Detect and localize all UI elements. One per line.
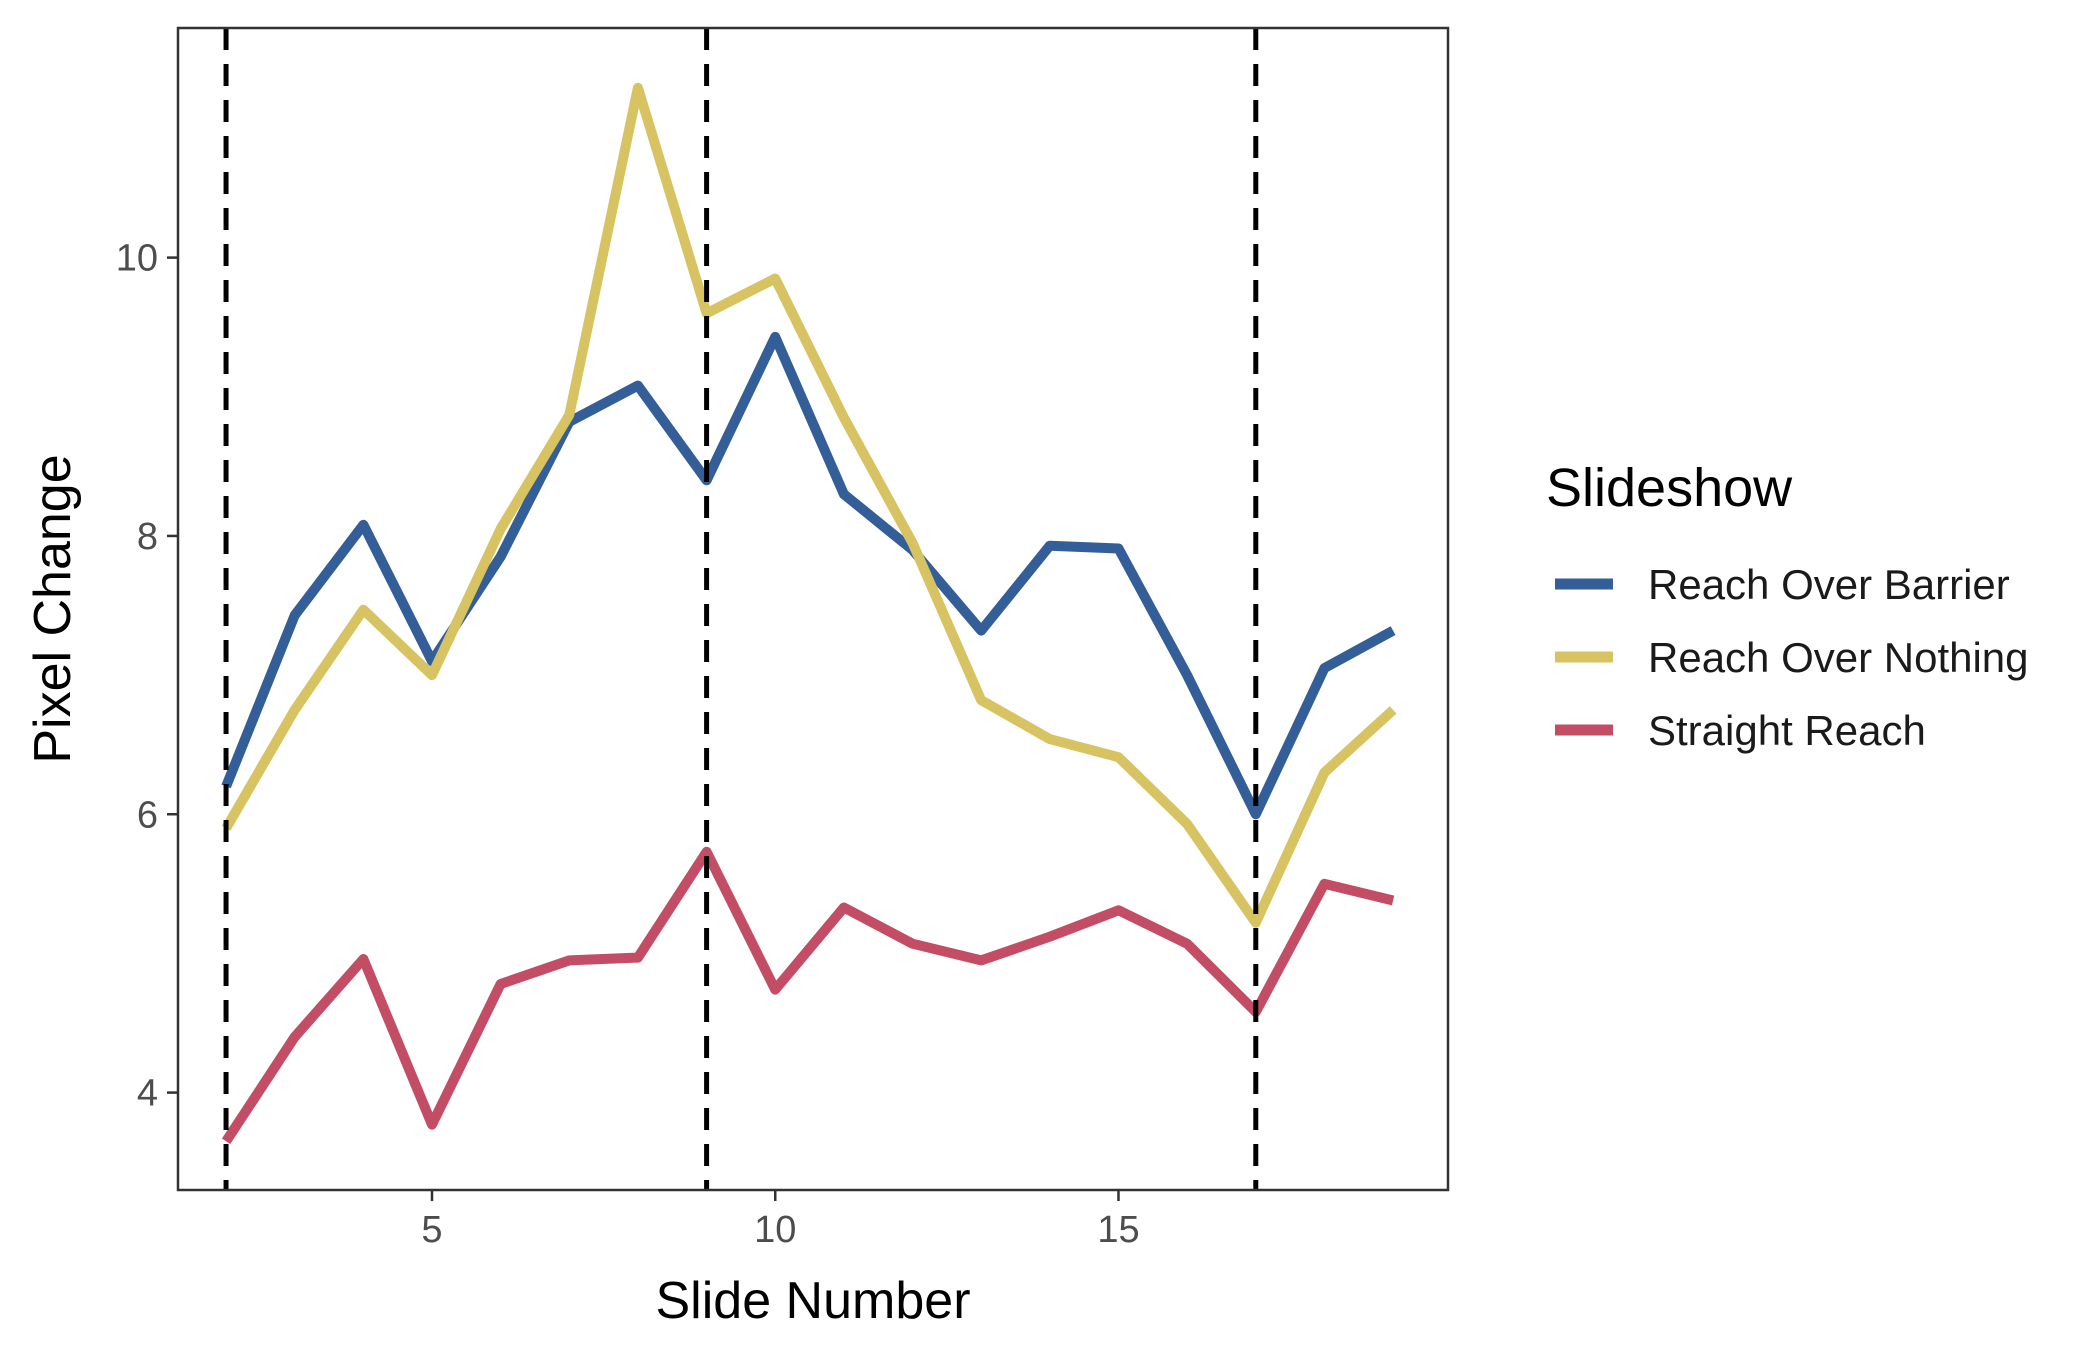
plot-panel-border	[176, 26, 1450, 1192]
legend-label-1: Reach Over Barrier	[1648, 561, 2010, 608]
legend: Slideshow Reach Over Barrier Reach Over N…	[1546, 458, 2029, 754]
legend-label-2: Reach Over Nothing	[1648, 634, 2029, 681]
series-line-2	[221, 82, 1397, 928]
x-tick-label: 15	[1097, 1209, 1139, 1251]
x-axis-title: Slide Number	[655, 1272, 970, 1330]
x-axis: 5 10 15	[421, 1190, 1140, 1251]
y-axis: 4 6 8 10	[116, 238, 178, 1115]
x-tick-label: 5	[421, 1209, 442, 1251]
y-tick-label: 8	[137, 516, 158, 558]
reference-lines	[223, 28, 1259, 1190]
x-tick-label: 10	[754, 1209, 796, 1251]
series-line-3	[221, 846, 1395, 1145]
y-axis-title: Pixel Change	[24, 454, 82, 763]
series-lines	[221, 82, 1397, 1145]
y-tick-label: 6	[137, 794, 158, 836]
series-line-1	[221, 331, 1396, 820]
y-tick-label: 10	[116, 238, 158, 280]
y-tick-label: 4	[137, 1073, 158, 1115]
legend-title: Slideshow	[1546, 458, 1793, 518]
legend-label-3: Straight Reach	[1648, 707, 1926, 754]
